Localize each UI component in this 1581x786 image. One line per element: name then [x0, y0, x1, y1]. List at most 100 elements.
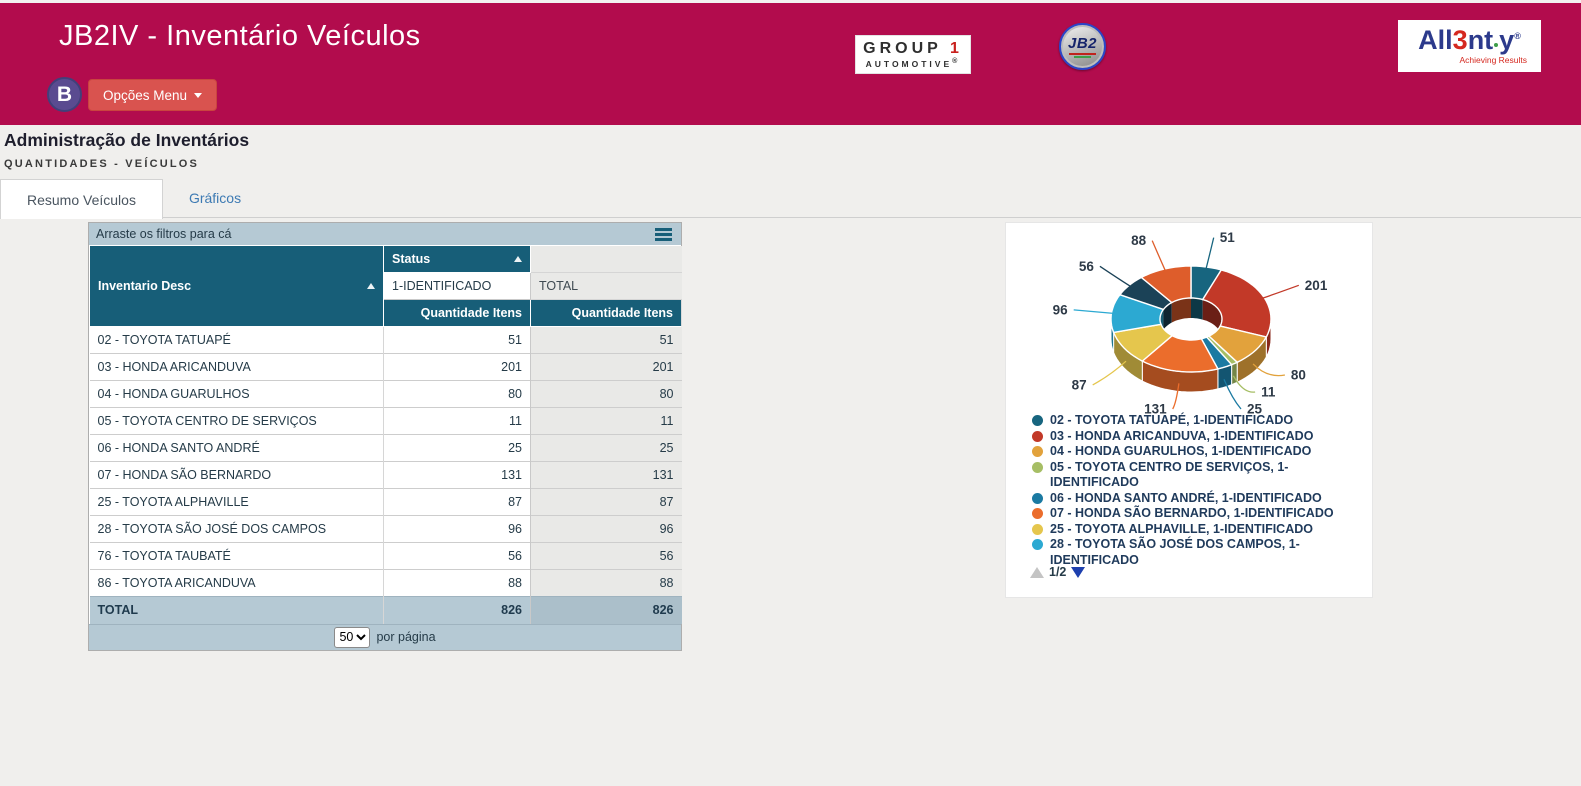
app-title: JB2IV - Inventário Veículos: [59, 20, 421, 52]
group1-reg-mark: ®: [952, 56, 961, 65]
pie-slice[interactable]: [1140, 265, 1192, 304]
legend-item[interactable]: 05 - TOYOTA CENTRO DE SERVIÇOS, 1-IDENTI…: [1032, 460, 1362, 491]
row-identificado-value[interactable]: 131: [383, 461, 531, 489]
caret-down-icon: [194, 92, 203, 98]
row-dimension-header[interactable]: Inventario Desc: [89, 245, 384, 327]
pie-hole-wall: [1171, 298, 1191, 323]
row-total-value[interactable]: 87: [530, 488, 682, 516]
sort-asc-icon: [367, 283, 375, 289]
legend-item[interactable]: 25 - TOYOTA ALPHAVILLE, 1-IDENTIFICADO: [1032, 522, 1362, 538]
tab-graficos[interactable]: Gráficos: [163, 179, 267, 217]
table-row: 06 - HONDA SANTO ANDRÉ 25 25: [89, 434, 682, 462]
row-label[interactable]: 28 - TOYOTA SÃO JOSÉ DOS CAMPOS: [89, 515, 384, 543]
row-identificado-value[interactable]: 87: [383, 488, 531, 516]
pie-hole-wall: [1191, 298, 1203, 320]
row-identificado-value[interactable]: 56: [383, 542, 531, 570]
row-total-value[interactable]: 51: [530, 326, 682, 354]
legend-prev-page-icon[interactable]: [1030, 566, 1044, 578]
pivot-footer: 50 por página: [89, 623, 681, 650]
field-chooser-menu-icon[interactable]: [653, 226, 674, 243]
group1-word: GROUP: [863, 39, 942, 57]
row-total-value[interactable]: 80: [530, 380, 682, 408]
legend-item[interactable]: 07 - HONDA SÃO BERNARDO, 1-IDENTIFICADO: [1032, 506, 1362, 522]
row-total-value[interactable]: 56: [530, 542, 682, 570]
allenty-suffix-y: y: [1499, 25, 1515, 55]
total-identificado-value: 826: [383, 596, 531, 624]
row-label[interactable]: 06 - HONDA SANTO ANDRÉ: [89, 434, 384, 462]
pie-value-label: 80: [1291, 368, 1306, 383]
pie-value-label: 56: [1079, 259, 1095, 274]
pie-value-label: 201: [1305, 278, 1328, 293]
legend-item[interactable]: 02 - TOYOTA TATUAPÉ, 1-IDENTIFICADO: [1032, 413, 1362, 429]
pie-leader-line: [1223, 378, 1242, 410]
table-row: 28 - TOYOTA SÃO JOSÉ DOS CAMPOS 96 96: [89, 515, 682, 543]
allenty-digit: 3: [1452, 25, 1468, 55]
legend-color-dot: [1032, 523, 1043, 535]
column-dimension-label: Status: [392, 252, 431, 266]
filter-hint: Arraste os filtros para cá: [96, 227, 232, 241]
row-total-value[interactable]: 96: [530, 515, 682, 543]
legend-item[interactable]: 04 - HONDA GUARULHOS, 1-IDENTIFICADO: [1032, 444, 1362, 460]
total-row-label: TOTAL: [89, 596, 384, 624]
pivot-grid: Arraste os filtros para cá Inventario De…: [88, 222, 682, 651]
legend-color-dot: [1032, 461, 1043, 473]
jb2-badge-text: JB2: [1067, 35, 1098, 52]
row-total-value[interactable]: 201: [530, 353, 682, 381]
pie-leader-line: [1092, 360, 1127, 386]
row-total-value[interactable]: 11: [530, 407, 682, 435]
chart-panel: 51 201 80 11 25 131 87 96 56 88 02 - TOYOTA TATUA…: [1005, 222, 1373, 598]
legend-color-dot: [1032, 446, 1043, 457]
legend-item[interactable]: 06 - HONDA SANTO ANDRÉ, 1-IDENTIFICADO: [1032, 491, 1362, 507]
page-size-select[interactable]: 50: [334, 626, 371, 648]
column-dimension-header[interactable]: Status: [383, 245, 531, 273]
tab-label: Gráficos: [188, 190, 242, 206]
row-label[interactable]: 05 - TOYOTA CENTRO DE SERVIÇOS: [89, 407, 384, 435]
pie-leader-line: [1205, 237, 1215, 270]
legend-next-page-icon[interactable]: [1071, 566, 1086, 578]
avatar[interactable]: B: [47, 77, 82, 112]
measure-header: Quantidade Itens: [383, 299, 531, 327]
row-total-value[interactable]: 88: [530, 569, 682, 597]
row-total-value[interactable]: 131: [530, 461, 682, 489]
row-label[interactable]: 04 - HONDA GUARULHOS: [89, 380, 384, 408]
chart-legend: 02 - TOYOTA TATUAPÉ, 1-IDENTIFICADO 03 - …: [1032, 413, 1362, 568]
allenty-reg-mark: ®: [1514, 31, 1521, 41]
allenty-logo: All3nt y® Achieving Results: [1398, 20, 1541, 72]
legend-item[interactable]: 28 - TOYOTA SÃO JOSÉ DOS CAMPOS, 1-IDENT…: [1032, 537, 1362, 568]
row-label[interactable]: 03 - HONDA ARICANDUVA: [89, 353, 384, 381]
row-label[interactable]: 02 - TOYOTA TATUAPÉ: [89, 326, 384, 354]
row-total-value[interactable]: 25: [530, 434, 682, 462]
pie-hole-wall: [1202, 299, 1222, 347]
row-label[interactable]: 86 - TOYOTA ARICANDUVA: [89, 569, 384, 597]
pie-value-label: 131: [1144, 402, 1167, 416]
legend-label: 06 - HONDA SANTO ANDRÉ, 1-IDENTIFICADO: [1050, 490, 1322, 505]
row-label[interactable]: 25 - TOYOTA ALPHAVILLE: [89, 488, 384, 516]
row-label[interactable]: 76 - TOYOTA TAUBATÉ: [89, 542, 384, 570]
row-label[interactable]: 07 - HONDA SÃO BERNARDO: [89, 461, 384, 489]
pie-value-label: 51: [1220, 230, 1236, 245]
row-identificado-value[interactable]: 96: [383, 515, 531, 543]
donut-chart: 51 201 80 11 25 131 87 96 56 88: [1053, 230, 1328, 416]
options-menu-button[interactable]: Opções Menu: [88, 79, 218, 111]
column-value-cell[interactable]: 1-IDENTIFICADO: [383, 272, 531, 300]
pie-value-label: 87: [1072, 377, 1087, 392]
pie-leader-line: [1232, 375, 1256, 393]
row-identificado-value[interactable]: 51: [383, 326, 531, 354]
row-identificado-value[interactable]: 80: [383, 380, 531, 408]
row-identificado-value[interactable]: 88: [383, 569, 531, 597]
legend-color-dot: [1032, 415, 1043, 426]
row-identificado-value[interactable]: 11: [383, 407, 531, 435]
tab-resumo-veiculos[interactable]: Resumo Veículos: [0, 179, 163, 219]
pie-leader-line: [1252, 363, 1286, 377]
row-dimension-label: Inventario Desc: [98, 279, 192, 293]
legend-item[interactable]: 03 - HONDA ARICANDUVA, 1-IDENTIFICADO: [1032, 429, 1362, 445]
group1-number: 1: [949, 39, 963, 57]
filter-drop-area[interactable]: Arraste os filtros para cá: [89, 223, 681, 245]
row-identificado-value[interactable]: 25: [383, 434, 531, 462]
legend-page-indicator: 1/2: [1049, 565, 1067, 579]
jb2-badge-logo: JB2: [1059, 23, 1106, 70]
total-column-header: TOTAL: [530, 272, 682, 300]
row-identificado-value[interactable]: 201: [383, 353, 531, 381]
pie-leader-line: [1262, 284, 1300, 299]
pie-leader-line: [1172, 383, 1180, 410]
